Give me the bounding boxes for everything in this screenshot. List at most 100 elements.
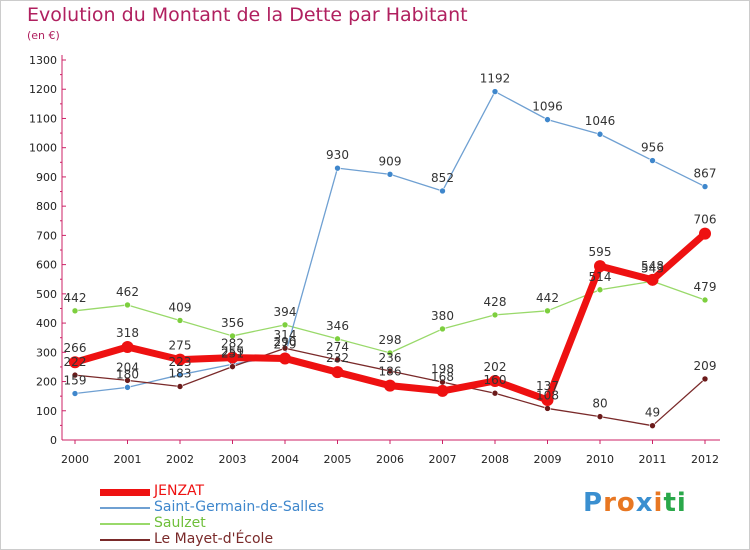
data-point-le-mayet-d-ecole	[649, 422, 656, 429]
x-tick-label: 2012	[691, 453, 719, 466]
data-label-jenzat: 186	[379, 365, 402, 379]
data-label-saint-germain-de-salles: 909	[379, 154, 402, 168]
data-label-saint-germain-de-salles: 223	[169, 355, 192, 369]
data-point-saint-germain-de-salles	[649, 157, 656, 164]
data-label-jenzat: 137	[536, 379, 559, 393]
data-label-saulzet: 346	[326, 319, 349, 333]
data-labels-layer: 442 462 409 356 394 346 298 380 428 442 514 543 479 1…	[64, 72, 717, 420]
y-tick-label: 1100	[29, 112, 57, 125]
data-label-saint-germain-de-salles: 930	[326, 148, 349, 162]
data-point-le-mayet-d-ecole	[386, 367, 394, 375]
data-label-saulzet: 479	[694, 280, 717, 294]
data-point-jenzat	[646, 273, 659, 286]
data-point-saint-germain-de-salles	[124, 384, 131, 391]
x-tick-label: 2006	[376, 453, 404, 466]
data-label-saulzet: 394	[274, 305, 297, 319]
data-point-saint-germain-de-salles	[596, 130, 604, 138]
data-label-saulzet: 428	[484, 295, 507, 309]
data-label-jenzat: 279	[274, 337, 297, 351]
data-label-le-mayet-d-ecole: 236	[379, 351, 402, 365]
y-tick-label: 1200	[29, 83, 57, 96]
data-label-le-mayet-d-ecole: 251	[221, 347, 244, 361]
legend-swatch	[100, 507, 150, 509]
legend-item: JENZAT	[100, 484, 360, 500]
data-point-saulzet	[386, 349, 394, 357]
y-tick-label: 900	[36, 171, 57, 184]
logo-letter: i	[653, 488, 664, 518]
logo-letter: x	[635, 488, 654, 518]
data-label-le-mayet-d-ecole: 108	[536, 388, 559, 402]
data-point-saint-germain-de-salles	[386, 170, 394, 178]
logo-letter: t	[663, 488, 677, 518]
data-label-saulzet: 298	[379, 333, 402, 347]
data-label-jenzat: 706	[694, 213, 717, 227]
data-label-saint-germain-de-salles: 956	[641, 141, 664, 155]
legend-label: Le Mayet-d'École	[154, 531, 274, 547]
data-label-jenzat: 275	[169, 339, 192, 353]
data-point-saulzet	[596, 286, 604, 294]
x-tick-label: 2001	[114, 453, 142, 466]
x-tick-label: 2009	[534, 453, 562, 466]
data-point-le-mayet-d-ecole	[334, 356, 341, 364]
data-point-saulzet	[334, 335, 341, 343]
data-point-le-mayet-d-ecole	[544, 405, 551, 412]
data-point-saint-germain-de-salles	[701, 183, 709, 190]
x-tick-label: 2011	[639, 453, 667, 466]
y-tick-label: 800	[36, 200, 57, 213]
data-point-saint-germain-de-salles	[439, 187, 446, 195]
data-point-saulzet	[176, 317, 184, 324]
y-tick-label: 400	[36, 317, 57, 330]
proxiti-logo: Proxiti	[583, 488, 687, 518]
data-label-saint-germain-de-salles: 259	[221, 344, 244, 358]
data-label-saulzet: 514	[589, 270, 612, 284]
data-label-saulzet: 442	[64, 291, 87, 305]
data-label-le-mayet-d-ecole: 204	[116, 360, 139, 374]
data-point-le-mayet-d-ecole	[281, 344, 289, 352]
y-tick-label: 500	[36, 288, 57, 301]
data-label-saulzet: 409	[169, 300, 192, 314]
data-point-saint-germain-de-salles	[176, 371, 184, 379]
data-label-saint-germain-de-salles: 867	[694, 167, 717, 181]
data-point-jenzat	[121, 341, 134, 354]
data-label-jenzat: 168	[431, 370, 454, 384]
data-point-jenzat	[489, 374, 501, 387]
data-point-saulzet	[71, 307, 79, 315]
data-point-saulzet	[491, 311, 499, 319]
data-point-jenzat	[541, 393, 554, 406]
data-point-saint-germain-de-salles	[334, 164, 341, 172]
x-tick-label: 2005	[324, 453, 352, 466]
y-tick-label: 300	[36, 346, 57, 359]
y-tick-label: 1300	[29, 54, 57, 67]
data-label-le-mayet-d-ecole: 160	[484, 373, 507, 387]
data-point-jenzat	[384, 379, 396, 392]
data-label-saint-germain-de-salles: 290	[274, 335, 297, 349]
data-label-le-mayet-d-ecole: 222	[64, 355, 87, 369]
data-point-le-mayet-d-ecole	[124, 377, 131, 384]
legend-label: Saulzet	[154, 515, 206, 531]
data-point-jenzat	[594, 260, 606, 273]
legend: JENZAT Saint-Germain-de-Salles Saulzet Le M…	[100, 484, 360, 548]
chart-axes: 0 100 200 300 400 500 600 700 800 900 1000 1100 1200…	[29, 54, 720, 466]
x-tick-label: 2004	[271, 453, 299, 466]
legend-swatch	[100, 523, 150, 525]
legend-item: Le Mayet-d'École	[100, 532, 360, 548]
legend-item: Saint-Germain-de-Salles	[100, 500, 360, 516]
data-label-saint-germain-de-salles: 1096	[532, 100, 563, 114]
data-point-le-mayet-d-ecole	[596, 413, 604, 420]
data-point-jenzat	[174, 353, 186, 366]
data-label-jenzat: 318	[116, 326, 139, 340]
logo-letter: i	[676, 488, 687, 518]
data-point-saulzet	[124, 301, 131, 309]
data-label-saint-germain-de-salles: 852	[431, 171, 454, 185]
logo-letter: o	[616, 488, 636, 518]
data-label-saulzet: 543	[641, 261, 664, 275]
logo-letter: r	[603, 488, 617, 518]
data-point-saulzet	[544, 307, 551, 315]
data-point-saint-germain-de-salles	[491, 88, 499, 95]
y-tick-label: 200	[36, 376, 57, 389]
data-label-jenzat: 282	[221, 337, 244, 351]
legend-label: Saint-Germain-de-Salles	[154, 499, 324, 515]
data-point-jenzat	[436, 384, 449, 397]
data-label-le-mayet-d-ecole: 183	[169, 367, 192, 381]
